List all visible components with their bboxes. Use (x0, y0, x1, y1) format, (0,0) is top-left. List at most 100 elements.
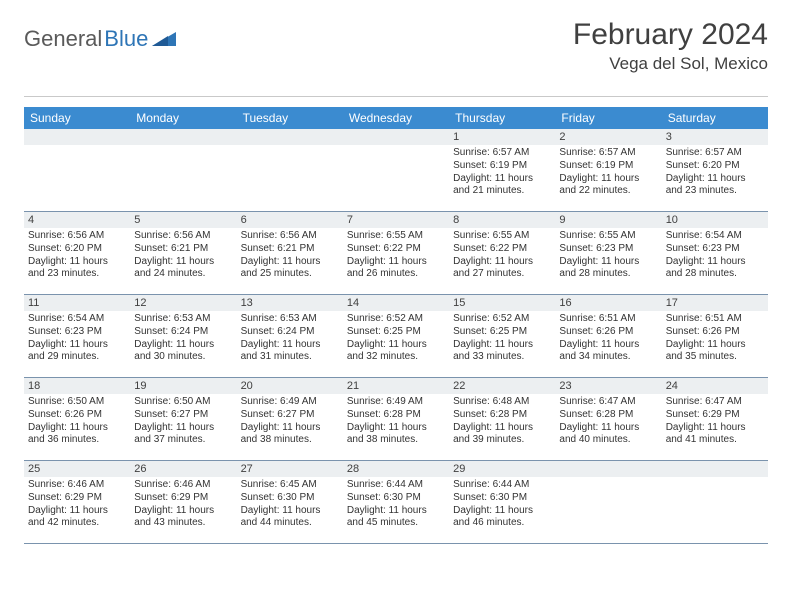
detail-line: Sunset: 6:30 PM (241, 492, 339, 505)
week-row: 25Sunrise: 6:46 AMSunset: 6:29 PMDayligh… (24, 461, 768, 544)
location-subtitle: Vega del Sol, Mexico (573, 54, 768, 74)
detail-line: and 21 minutes. (453, 185, 551, 198)
day-cell: 5Sunrise: 6:56 AMSunset: 6:21 PMDaylight… (130, 212, 236, 294)
detail-line: Sunset: 6:28 PM (559, 409, 657, 422)
dow-saturday: Saturday (662, 107, 768, 129)
detail-line: Daylight: 11 hours (666, 173, 764, 186)
detail-line: Sunset: 6:20 PM (28, 243, 126, 256)
day-number: 15 (453, 297, 465, 309)
day-number: 1 (453, 131, 459, 143)
detail-line: and 46 minutes. (453, 517, 551, 530)
day-number: 19 (134, 380, 146, 392)
day-cell: 13 Sunrise: 6:53 AMSunset: 6:24 PMDayligh… (237, 295, 343, 377)
detail-line: Sunrise: 6:47 AM (666, 396, 764, 409)
day-cell (130, 129, 236, 211)
day-cell: 9Sunrise: 6:55 AMSunset: 6:23 PMDaylight… (555, 212, 661, 294)
day-cell: 1 Sunrise: 6:57 AMSunset: 6:19 PMDaylight… (449, 129, 555, 211)
day-number-row: 10 (662, 212, 768, 228)
day-details: Sunrise: 6:45 AMSunset: 6:30 PMDaylight:… (237, 477, 343, 534)
calendar-grid: SundayMondayTuesdayWednesdayThursdayFrid… (24, 107, 768, 544)
detail-line: Sunset: 6:28 PM (347, 409, 445, 422)
day-cell: 6Sunrise: 6:56 AMSunset: 6:21 PMDaylight… (237, 212, 343, 294)
detail-line: Sunset: 6:23 PM (666, 243, 764, 256)
day-cell (555, 461, 661, 543)
day-cell: 27Sunrise: 6:45 AMSunset: 6:30 PMDayligh… (237, 461, 343, 543)
detail-line: and 24 minutes. (134, 268, 232, 281)
detail-line: and 35 minutes. (666, 351, 764, 364)
day-cell: 10Sunrise: 6:54 AMSunset: 6:23 PMDayligh… (662, 212, 768, 294)
day-number-row: 23 (555, 378, 661, 394)
day-number-row: 25 (24, 461, 130, 477)
day-details: Sunrise: 6:51 AMSunset: 6:26 PMDaylight:… (662, 311, 768, 368)
detail-line: Sunset: 6:24 PM (241, 326, 339, 339)
detail-line: and 43 minutes. (134, 517, 232, 530)
day-number: 7 (347, 214, 353, 226)
day-number-row: 24 (662, 378, 768, 394)
detail-line: Sunrise: 6:57 AM (559, 147, 657, 160)
logo-text-general: General (24, 26, 102, 52)
detail-line: Sunrise: 6:44 AM (347, 479, 445, 492)
detail-line: Sunset: 6:23 PM (559, 243, 657, 256)
detail-line: Sunrise: 6:56 AM (28, 230, 126, 243)
header-divider (24, 96, 768, 97)
logo: GeneralBlue (24, 26, 176, 52)
day-details (555, 477, 661, 483)
detail-line: Sunset: 6:25 PM (453, 326, 551, 339)
day-details (130, 145, 236, 151)
detail-line: and 32 minutes. (347, 351, 445, 364)
detail-line: and 44 minutes. (241, 517, 339, 530)
day-number: 26 (134, 463, 146, 475)
dow-friday: Friday (555, 107, 661, 129)
detail-line: and 22 minutes. (559, 185, 657, 198)
detail-line: Sunset: 6:19 PM (453, 160, 551, 173)
day-number-row (130, 129, 236, 145)
day-number-row: 1 (449, 129, 555, 145)
day-number: 2 (559, 131, 565, 143)
detail-line: Sunset: 6:22 PM (453, 243, 551, 256)
detail-line: Daylight: 11 hours (134, 339, 232, 352)
detail-line: Daylight: 11 hours (453, 422, 551, 435)
day-details (343, 145, 449, 151)
day-number-row: 7 (343, 212, 449, 228)
detail-line: Sunrise: 6:55 AM (347, 230, 445, 243)
day-cell: 12Sunrise: 6:53 AMSunset: 6:24 PMDayligh… (130, 295, 236, 377)
day-details: Sunrise: 6:47 AMSunset: 6:28 PMDaylight:… (555, 394, 661, 451)
day-number-row: 3 (662, 129, 768, 145)
day-number-row: 21 (343, 378, 449, 394)
day-details: Sunrise: 6:54 AMSunset: 6:23 PMDaylight:… (24, 311, 130, 368)
day-cell: 24Sunrise: 6:47 AMSunset: 6:29 PMDayligh… (662, 378, 768, 460)
detail-line: Daylight: 11 hours (347, 422, 445, 435)
detail-line: Sunset: 6:29 PM (28, 492, 126, 505)
day-number-row: 11 (24, 295, 130, 311)
detail-line: Sunset: 6:27 PM (134, 409, 232, 422)
day-details: Sunrise: 6:56 AMSunset: 6:20 PMDaylight:… (24, 228, 130, 285)
day-details: Sunrise: 6:52 AMSunset: 6:25 PMDaylight:… (449, 311, 555, 368)
detail-line: Sunset: 6:29 PM (134, 492, 232, 505)
detail-line: Sunset: 6:21 PM (241, 243, 339, 256)
detail-line: Sunrise: 6:56 AM (134, 230, 232, 243)
day-cell: 17Sunrise: 6:51 AMSunset: 6:26 PMDayligh… (662, 295, 768, 377)
logo-triangle-icon (152, 28, 176, 51)
dow-monday: Monday (130, 107, 236, 129)
day-details: Sunrise: 6:50 AMSunset: 6:26 PMDaylight:… (24, 394, 130, 451)
detail-line: Sunrise: 6:50 AM (28, 396, 126, 409)
dow-tuesday: Tuesday (237, 107, 343, 129)
detail-line: Sunset: 6:26 PM (559, 326, 657, 339)
day-number-row (343, 129, 449, 145)
detail-line: Daylight: 11 hours (666, 256, 764, 269)
detail-line: Sunrise: 6:50 AM (134, 396, 232, 409)
detail-line: Daylight: 11 hours (241, 339, 339, 352)
day-number-row: 29 (449, 461, 555, 477)
day-number: 13 (241, 297, 253, 309)
detail-line: Sunrise: 6:53 AM (241, 313, 339, 326)
detail-line: Daylight: 11 hours (559, 173, 657, 186)
detail-line: and 38 minutes. (241, 434, 339, 447)
detail-line: and 33 minutes. (453, 351, 551, 364)
detail-line: and 28 minutes. (559, 268, 657, 281)
day-number: 5 (134, 214, 140, 226)
title-block: February 2024 Vega del Sol, Mexico (573, 18, 768, 74)
day-cell: 2Sunrise: 6:57 AMSunset: 6:19 PMDaylight… (555, 129, 661, 211)
detail-line: Sunset: 6:30 PM (453, 492, 551, 505)
day-details: Sunrise: 6:57 AMSunset: 6:19 PMDaylight:… (449, 145, 555, 202)
day-number-row: 4 (24, 212, 130, 228)
